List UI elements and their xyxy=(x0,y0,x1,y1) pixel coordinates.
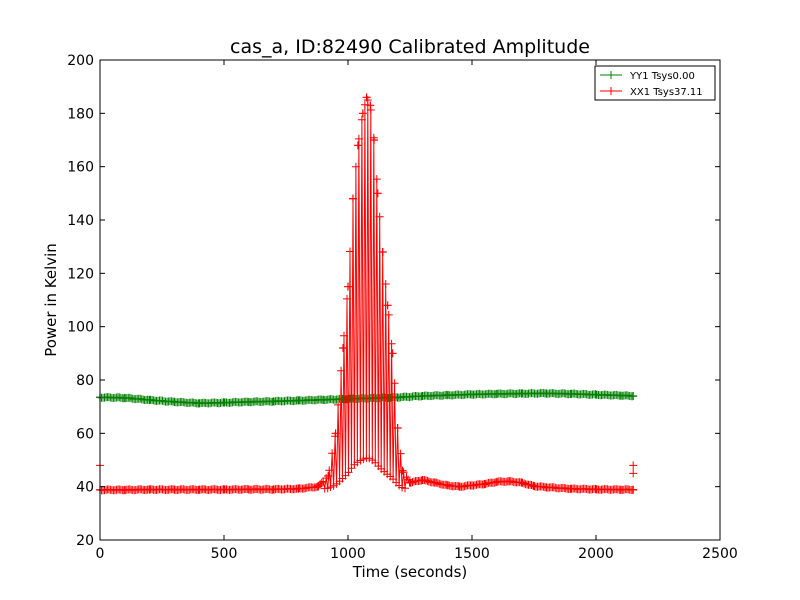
series-1-outliers xyxy=(96,461,638,478)
plot-series xyxy=(96,93,638,495)
data-point xyxy=(388,349,397,358)
data-point xyxy=(567,389,576,398)
data-point xyxy=(348,194,357,203)
y-axis-label: Power in Kelvin xyxy=(42,243,60,357)
data-point xyxy=(366,101,375,110)
data-point xyxy=(530,482,538,491)
y-tick-label: 80 xyxy=(76,373,94,389)
data-point xyxy=(339,344,348,352)
y-tick-label: 100 xyxy=(67,320,94,336)
data-point xyxy=(145,485,154,494)
data-point xyxy=(406,478,414,487)
data-point xyxy=(294,484,303,493)
series-1 xyxy=(96,93,638,495)
data-point xyxy=(145,396,154,404)
x-tick-label: 2000 xyxy=(578,546,614,562)
outlier-point xyxy=(629,469,638,478)
data-point xyxy=(592,485,600,494)
data-point xyxy=(170,485,179,494)
data-point xyxy=(616,391,625,400)
data-point xyxy=(492,389,501,398)
outlier-point xyxy=(629,461,638,470)
chart-title: cas_a, ID:82490 Calibrated Amplitude xyxy=(230,36,590,58)
data-point xyxy=(480,480,489,488)
data-point xyxy=(220,485,228,494)
data-point xyxy=(195,485,204,494)
y-tick-label: 160 xyxy=(67,160,94,176)
data-point xyxy=(294,396,303,405)
x-tick-label: 2500 xyxy=(702,546,738,562)
data-point xyxy=(468,481,476,490)
data-point xyxy=(324,472,333,480)
data-point xyxy=(418,476,427,484)
data-point xyxy=(542,389,551,398)
data-point xyxy=(383,301,392,310)
legend-marker-yy1 xyxy=(607,71,615,79)
data-point xyxy=(393,424,402,432)
data-point xyxy=(430,478,439,487)
data-point xyxy=(629,485,638,494)
data-point xyxy=(505,477,514,486)
data-point xyxy=(314,482,323,491)
data-point xyxy=(120,485,129,494)
data-point xyxy=(567,484,576,493)
y-tick-label: 200 xyxy=(67,53,94,69)
data-point xyxy=(517,478,526,487)
data-point xyxy=(344,282,352,291)
data-point xyxy=(616,485,625,494)
data-point xyxy=(269,485,278,494)
series-line-1 xyxy=(99,99,633,491)
data-point xyxy=(517,389,526,398)
x-tick-label: 1000 xyxy=(330,546,366,562)
legend-box xyxy=(594,65,716,101)
x-tick-label: 500 xyxy=(211,546,238,562)
data-point xyxy=(331,429,340,438)
data-point xyxy=(542,483,551,492)
legend-marker-xx1 xyxy=(607,87,615,95)
data-point xyxy=(269,397,278,406)
data-point xyxy=(455,482,464,491)
data-point xyxy=(220,398,228,407)
x-axis-label: Time (seconds) xyxy=(352,563,468,581)
data-point xyxy=(373,189,382,198)
data-point xyxy=(195,399,204,408)
data-point xyxy=(629,392,638,400)
y-tick-label: 60 xyxy=(76,426,94,442)
data-point xyxy=(362,93,371,102)
x-tick-label: 0 xyxy=(96,546,105,562)
plot-frame xyxy=(99,59,721,541)
x-tick-label: 1500 xyxy=(454,546,490,562)
data-point xyxy=(418,392,427,400)
data-point xyxy=(244,485,253,494)
y-tick-label: 20 xyxy=(76,533,94,549)
data-point xyxy=(358,109,367,118)
y-tick-label: 120 xyxy=(67,266,94,282)
data-point xyxy=(319,395,328,404)
data-point xyxy=(244,397,253,406)
legend: YY1 Tsys0.00 XX1 Tsys37.11 xyxy=(594,65,716,101)
data-point xyxy=(443,391,452,400)
data-point xyxy=(353,141,362,150)
y-tick-label: 180 xyxy=(67,106,94,122)
data-point xyxy=(592,390,600,399)
data-point xyxy=(378,248,387,256)
data-point xyxy=(468,390,476,399)
y-tick-label: 140 xyxy=(67,213,94,229)
legend-label-yy1: YY1 Tsys0.00 xyxy=(629,71,695,82)
legend-label-xx1: XX1 Tsys37.11 xyxy=(630,87,703,98)
data-point xyxy=(492,477,501,486)
data-point xyxy=(170,397,179,406)
data-point xyxy=(398,466,407,475)
data-point xyxy=(120,393,129,402)
y-tick-label: 40 xyxy=(76,480,94,496)
data-point xyxy=(443,481,452,490)
axis-ticks: 0 500 1000 1500 2000 2500 20 40 60 80 100 120 140 160… xyxy=(67,53,738,562)
data-point xyxy=(370,136,379,144)
